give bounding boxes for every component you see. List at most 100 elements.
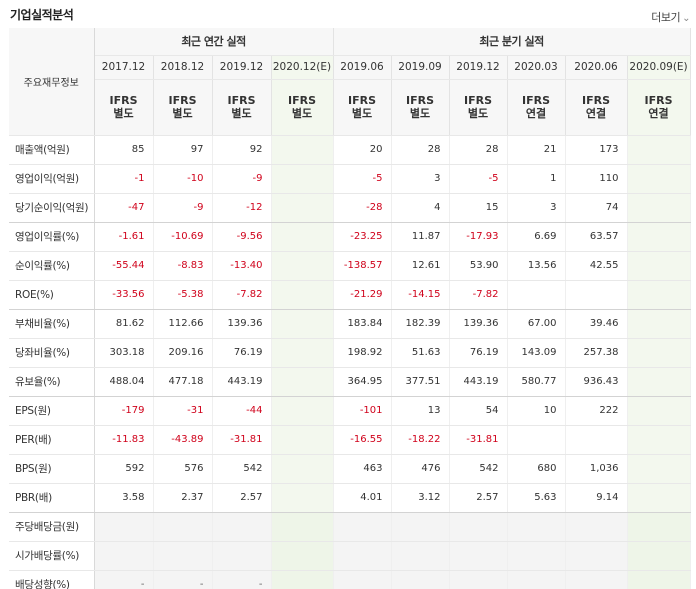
table-cell: [627, 251, 691, 281]
column-date-header: 2020.09(E): [627, 55, 691, 80]
column-date-header: 2017.12: [94, 55, 154, 80]
table-cell: 576: [153, 454, 213, 484]
table-row: 순이익률(%) -55.44 -8.83 -13.40 -138.57 12.61 53.9…: [9, 251, 691, 281]
table-cell: [332, 570, 392, 589]
table-cell: 112.66: [153, 309, 213, 339]
basis-standard-label: IFRS: [348, 94, 377, 107]
table-cell: 10: [507, 396, 566, 426]
table-cell: [627, 425, 691, 455]
column-basis-header: IFRS 별도: [153, 79, 213, 136]
table-cell: -21.29: [332, 280, 392, 310]
table-cell: [627, 164, 691, 194]
table-cell: 13.56: [507, 251, 566, 281]
table-cell: [271, 512, 334, 542]
table-cell: 2.57: [449, 483, 508, 513]
table-cell: -9.56: [212, 222, 272, 252]
table-cell: -13.40: [212, 251, 272, 281]
table-row: EPS(원) -179 -31 -44 -101 13 54 10 222: [9, 396, 691, 426]
column-date-header: 2020.03: [507, 55, 566, 80]
table-cell: -5.38: [153, 280, 213, 310]
table-cell: -: [212, 570, 272, 589]
basis-type-label: 별도: [409, 107, 431, 120]
table-cell: [391, 541, 450, 571]
table-row: 주당배당금(원): [9, 512, 691, 542]
table-cell: -43.89: [153, 425, 213, 455]
column-basis-header: IFRS 별도: [332, 79, 392, 136]
table-cell: 143.09: [507, 338, 566, 368]
row-label: PER(배): [9, 425, 95, 455]
column-date-header: 2019.06: [332, 55, 392, 80]
table-cell: 3.12: [391, 483, 450, 513]
table-cell: [271, 425, 334, 455]
table-cell: 680: [507, 454, 566, 484]
table-cell: 53.90: [449, 251, 508, 281]
column-date-header: 2019.12: [449, 55, 508, 80]
table-cell: [565, 570, 628, 589]
table-cell: 2.37: [153, 483, 213, 513]
table-cell: [94, 541, 154, 571]
table-cell: [627, 193, 691, 223]
table-cell: 443.19: [449, 367, 508, 397]
row-label: PBR(배): [9, 483, 95, 513]
row-label: BPS(원): [9, 454, 95, 484]
basis-type-label: 별도: [291, 107, 313, 120]
row-label: 영업이익률(%): [9, 222, 95, 252]
table-cell: 12.61: [391, 251, 450, 281]
table-cell: [627, 454, 691, 484]
table-cell: [271, 222, 334, 252]
row-label: 부채비율(%): [9, 309, 95, 339]
row-label: ROE(%): [9, 280, 95, 310]
table-cell: [391, 570, 450, 589]
table-cell: 63.57: [565, 222, 628, 252]
basis-type-label: 연결: [525, 107, 547, 120]
column-basis-header: IFRS 별도: [94, 79, 154, 136]
table-cell: -33.56: [94, 280, 154, 310]
table-cell: 182.39: [391, 309, 450, 339]
table-cell: 76.19: [449, 338, 508, 368]
table-row: 배당성향(%) - - -: [9, 570, 691, 589]
table-cell: [94, 512, 154, 542]
table-cell: [627, 338, 691, 368]
table-cell: 67.00: [507, 309, 566, 339]
table-cell: [271, 164, 334, 194]
table-cell: [627, 570, 691, 589]
basis-header-row: IFRS 별도 IFRS 별도 IFRS 별도 IFRS 별도 IFRS 별도 IFRS 별도 IFRS…: [9, 79, 691, 136]
table-cell: 936.43: [565, 367, 628, 397]
table-cell: 139.36: [212, 309, 272, 339]
table-cell: -12: [212, 193, 272, 223]
table-cell: [565, 280, 628, 310]
table-cell: [271, 309, 334, 339]
table-cell: 183.84: [332, 309, 392, 339]
table-cell: 92: [212, 135, 272, 165]
table-cell: 222: [565, 396, 628, 426]
column-date-header: 2020.06: [565, 55, 628, 80]
basis-type-label: 별도: [351, 107, 373, 120]
column-basis-header: IFRS 연결: [565, 79, 628, 136]
table-row: 영업이익률(%) -1.61 -10.69 -9.56 -23.25 11.87 -17.9…: [9, 222, 691, 252]
table-cell: [627, 135, 691, 165]
row-label: 배당성향(%): [9, 570, 95, 589]
table-cell: -7.82: [212, 280, 272, 310]
table-cell: -138.57: [332, 251, 392, 281]
quarter-group-header: 최근 분기 실적: [332, 28, 691, 56]
table-cell: 173: [565, 135, 628, 165]
table-cell: 3: [507, 193, 566, 223]
row-label: 시가배당률(%): [9, 541, 95, 571]
table-cell: [332, 512, 392, 542]
more-link[interactable]: 더보기 ⌄: [651, 9, 690, 25]
table-cell: 1,036: [565, 454, 628, 484]
table-cell: [627, 541, 691, 571]
table-cell: [153, 512, 213, 542]
table-cell: -9: [212, 164, 272, 194]
section-title: 기업실적분석: [10, 8, 74, 22]
table-cell: 209.16: [153, 338, 213, 368]
table-cell: [449, 512, 508, 542]
basis-standard-label: IFRS: [582, 94, 611, 107]
table-cell: -31.81: [449, 425, 508, 455]
table-cell: [271, 193, 334, 223]
table-cell: [449, 541, 508, 571]
basis-standard-label: IFRS: [406, 94, 435, 107]
table-cell: [627, 483, 691, 513]
basis-standard-label: IFRS: [522, 94, 551, 107]
table-cell: -17.93: [449, 222, 508, 252]
